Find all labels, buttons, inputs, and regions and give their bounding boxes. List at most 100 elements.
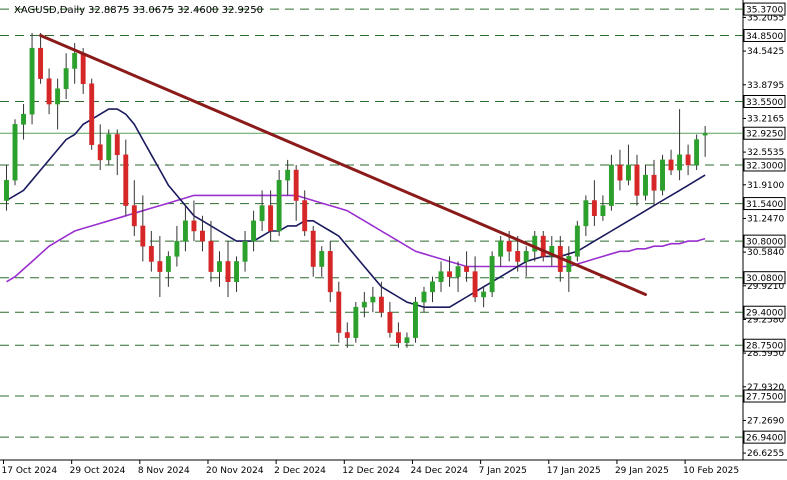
candle-body-8	[72, 53, 78, 69]
candle-1	[12, 119, 18, 186]
candle-body-0	[4, 179, 9, 201]
x-tick-label-9: 29 Jan 2025	[615, 466, 669, 476]
candle-body-37	[319, 251, 325, 267]
x-tick-label-2: 8 Nov 2024	[138, 466, 190, 476]
candle-body-50	[430, 281, 435, 293]
x-axis: 17 Oct 2024 29 Oct 2024 8 Nov 2024 20 Nov 2…	[2, 460, 739, 476]
candle-27	[234, 256, 239, 292]
candle-58	[498, 236, 504, 267]
candle-body-56	[481, 291, 487, 298]
candle-body-42	[361, 301, 367, 308]
candle-body-54	[464, 266, 470, 272]
candle-2	[21, 104, 26, 140]
y-tick-label-6: 31.2470	[747, 214, 784, 224]
level-labels: 35.3700 34.8500 33.5500 32.3000 31.5400 30.80…	[743, 2, 786, 444]
candle-body-55	[472, 271, 478, 298]
ma-layer	[6, 108, 706, 308]
candle-body-23	[200, 230, 205, 242]
candle-46	[395, 322, 401, 348]
candle-body-76	[651, 174, 657, 191]
candle-body-48	[413, 301, 418, 338]
candle-28	[242, 230, 248, 272]
candle-body-75	[643, 174, 648, 196]
x-tick-label-3: 20 Nov 2024	[206, 466, 264, 476]
y-tick-label-13: 26.6255	[747, 449, 784, 459]
candle-53	[455, 261, 461, 292]
candle-body-5	[46, 78, 52, 105]
level-label-6: 30.0800	[746, 274, 783, 284]
candle-74	[634, 154, 640, 206]
candles-layer	[4, 32, 708, 348]
candle-7	[63, 53, 69, 99]
candle-12	[106, 129, 112, 165]
candle-14	[123, 139, 129, 216]
moving-average-slow	[6, 194, 706, 283]
candle-26	[225, 241, 231, 297]
candle-body-12	[106, 134, 112, 161]
candle-body-78	[668, 159, 674, 171]
candle-54	[464, 251, 470, 282]
candle-73	[626, 144, 631, 186]
candle-body-63	[540, 235, 546, 257]
x-tick-label-4: 2 Dec 2024	[274, 466, 326, 476]
candle-22	[191, 200, 197, 242]
candle-40	[344, 322, 350, 348]
candle-31	[268, 190, 274, 242]
x-tick-label-8: 17 Jan 2025	[547, 466, 601, 476]
candle-body-45	[387, 311, 393, 333]
candle-24	[208, 220, 214, 282]
candle-body-32	[276, 179, 282, 232]
candle-body-67	[574, 225, 580, 257]
candle-body-73	[626, 164, 631, 181]
candle-body-10	[89, 83, 95, 145]
x-tick-label-6: 24 Dec 2024	[410, 466, 468, 476]
candle-body-59	[506, 240, 512, 252]
candle-78	[668, 149, 674, 176]
x-tick-label-7: 7 Jan 2025	[479, 466, 527, 476]
candle-body-41	[353, 306, 359, 338]
x-tick-label-0: 17 Oct 2024	[2, 466, 58, 476]
candle-body-19	[165, 256, 171, 272]
candle-body-82	[702, 132, 708, 136]
candle-34	[293, 164, 299, 221]
candle-13	[114, 129, 120, 176]
candle-20	[174, 225, 180, 267]
candle-45	[387, 302, 393, 338]
candle-body-7	[63, 68, 69, 90]
y-tick-label-8: 29.9210	[747, 282, 784, 292]
candle-body-62	[532, 235, 538, 252]
chart-symbol-label: XAGUSD,Daily	[14, 5, 85, 16]
candle-body-25	[217, 261, 222, 272]
candle-19	[165, 251, 171, 287]
x-tick-label-5: 12 Dec 2024	[342, 466, 400, 476]
candle-48	[413, 296, 418, 343]
level-label-7: 29.4000	[746, 309, 783, 319]
candle-6	[55, 78, 61, 130]
candle-0	[4, 164, 9, 211]
level-label-box-8	[743, 338, 786, 352]
chart-ohlc-readout: 32.8875 33.0675 32.4600 32.9250	[88, 5, 263, 16]
level-label-9: 27.7500	[746, 393, 783, 403]
candle-77	[660, 154, 665, 196]
candle-69	[591, 180, 597, 226]
candle-71	[608, 154, 614, 211]
candle-body-14	[123, 154, 129, 206]
candle-body-40	[344, 332, 350, 338]
candle-body-36	[310, 230, 316, 267]
candle-body-77	[660, 159, 665, 191]
candle-16	[140, 195, 146, 262]
candle-body-26	[225, 261, 231, 283]
candle-body-57	[489, 256, 495, 293]
candle-5	[46, 68, 52, 115]
candle-42	[361, 291, 367, 318]
candle-body-38	[327, 251, 333, 293]
level-label-10: 26.9400	[746, 434, 783, 444]
level-label-box-4	[743, 197, 786, 211]
level-label-box-1	[743, 28, 786, 42]
candle-81	[694, 134, 700, 171]
candle-body-44	[378, 296, 384, 313]
y-tick-label-1: 34.5425	[747, 47, 784, 57]
candle-body-11	[97, 144, 103, 161]
y-tick-label-0: 35.2055	[747, 13, 784, 23]
